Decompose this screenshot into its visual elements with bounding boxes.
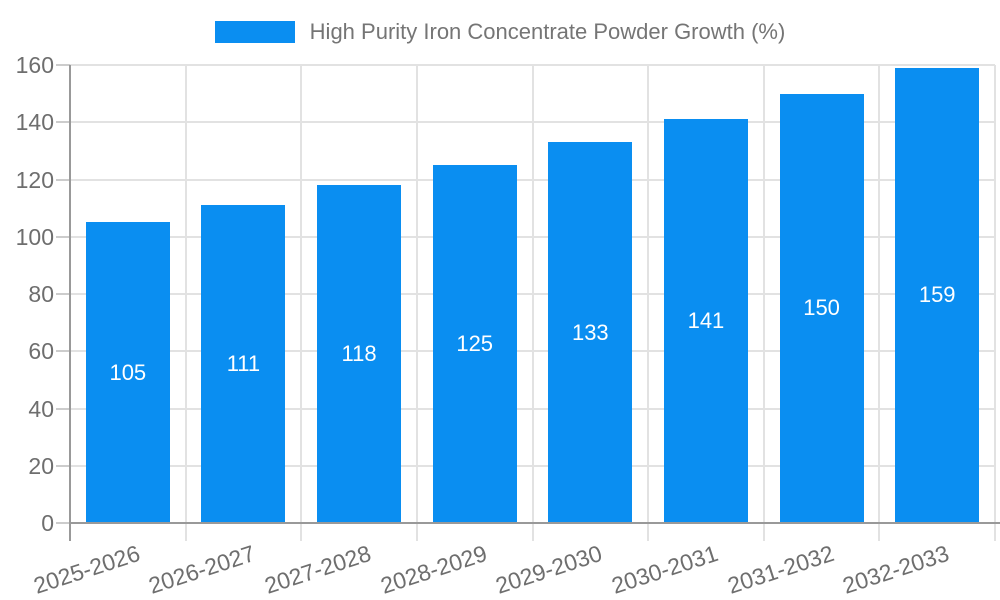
x-axis-line [69,522,1000,524]
bar [201,205,286,522]
bar [85,222,170,522]
y-axis-tick [56,64,70,66]
gridline-vertical [415,65,418,541]
x-tick-label: 2031-2032 [723,540,837,599]
y-tick-label: 80 [28,281,54,307]
y-axis-tick [56,178,70,181]
y-axis-line [69,65,71,541]
bar-value-label: 150 [803,295,840,321]
x-tick-label: 2029-2030 [492,540,606,599]
x-tick-label: 2030-2031 [608,540,721,599]
bar-value-label: 125 [456,331,494,357]
y-axis-tick [56,121,70,124]
bar [895,67,980,522]
bar-value-label: 105 [109,359,147,385]
x-tick-label: 2025-2026 [30,540,143,599]
y-tick-label: 100 [15,223,54,250]
bar-value-label: 159 [918,282,956,308]
chart-legend: High Purity Iron Concentrate Powder Grow… [0,18,1000,46]
bar-value-label: 118 [341,341,377,367]
y-axis-tick [56,235,70,238]
y-tick-label: 60 [28,338,54,365]
bar [548,142,633,522]
y-axis-tick [56,407,70,410]
y-tick-label: 160 [15,52,54,78]
y-tick-label: 140 [15,109,54,136]
x-tick-label: 2028-2029 [377,540,490,599]
x-tick-label: 2026-2027 [145,540,259,599]
bar [663,119,748,522]
x-tick-label: 2027-2028 [261,540,375,599]
x-tick-label: 2032-2033 [839,540,953,599]
y-tick-label: 40 [28,395,54,422]
gridline-vertical [184,65,187,541]
gridline-vertical [300,65,303,541]
gridline-vertical [878,65,881,541]
y-tick-label: 20 [28,452,54,479]
y-axis-tick [56,522,70,524]
bar-value-label: 141 [687,308,725,334]
legend-label: High Purity Iron Concentrate Powder Grow… [309,19,786,44]
bar-value-label: 111 [226,351,261,377]
y-tick-label: 120 [15,166,54,193]
legend-swatch-icon [214,21,295,43]
y-axis-tick [56,464,70,467]
gridline-vertical [994,65,996,541]
bar-value-label: 133 [571,319,609,345]
bar [779,93,864,522]
gridline-vertical [531,65,534,541]
gridline-vertical [647,65,650,541]
bar [317,185,402,522]
y-tick-label: 0 [41,510,54,536]
y-axis-tick [56,350,70,353]
gridline-vertical [762,65,765,541]
bar [432,165,517,522]
y-axis-tick [56,293,70,295]
